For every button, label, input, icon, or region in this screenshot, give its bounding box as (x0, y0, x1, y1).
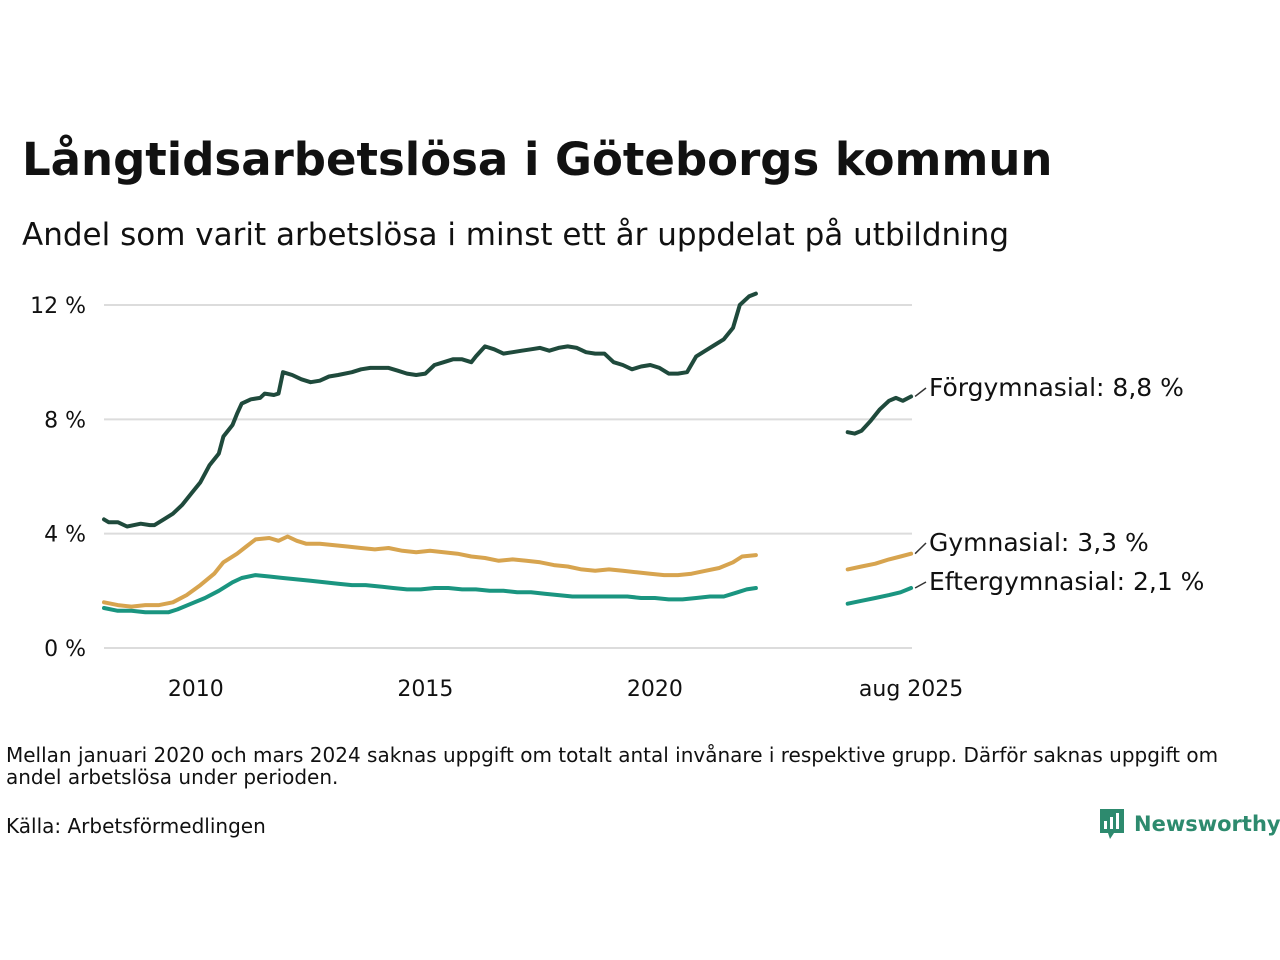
label-connector (914, 581, 927, 589)
label-connector (914, 542, 927, 555)
series-label: Förgymnasial: 8,8 % (929, 373, 1184, 402)
series-line (845, 394, 914, 436)
series-line (102, 534, 758, 609)
line-chart: 0 % 4 % 8 % 12 % 2010 2015 2020 aug 2025 Förgy… (30, 291, 1204, 702)
chart-subtitle: Andel som varit arbetslösa i minst ett å… (22, 217, 1010, 253)
source-note: Källa: Arbetsförmedlingen (6, 814, 266, 838)
series-label: Eftergymnasial: 2,1 % (929, 567, 1204, 596)
chart-title: Långtidsarbetslösa i Göteborgs kommun (22, 133, 1053, 186)
x-axis: 2010 2015 2020 aug 2025 (168, 677, 963, 702)
y-axis: 0 % 4 % 8 % 12 % (30, 294, 86, 662)
label-connector (914, 387, 927, 398)
y-tick-label: 12 % (30, 294, 86, 319)
series-labels: Förgymnasial: 8,8 % Gymnasial: 3,3 % Efter… (914, 373, 1204, 596)
y-tick-label: 8 % (44, 408, 86, 433)
series-line (845, 551, 914, 572)
series-line (102, 291, 758, 529)
series-label: Gymnasial: 3,3 % (929, 528, 1149, 557)
x-tick-label: 2020 (627, 677, 683, 702)
x-tick-label: 2015 (397, 677, 453, 702)
bar-chart-speech-bubble-icon (1100, 809, 1124, 839)
brand-name: Newsworthy (1134, 812, 1280, 836)
series-line (102, 573, 758, 615)
y-tick-label: 4 % (44, 523, 86, 548)
x-tick-label: 2010 (168, 677, 224, 702)
y-tick-label: 0 % (44, 637, 86, 662)
gridlines (104, 304, 912, 649)
newsworthy-logo: Newsworthy (1098, 808, 1280, 840)
footnote: Mellan januari 2020 och mars 2024 saknas… (6, 743, 1219, 789)
series-lines (102, 291, 914, 615)
x-tick-label: aug 2025 (859, 677, 963, 702)
series-line (845, 586, 914, 606)
